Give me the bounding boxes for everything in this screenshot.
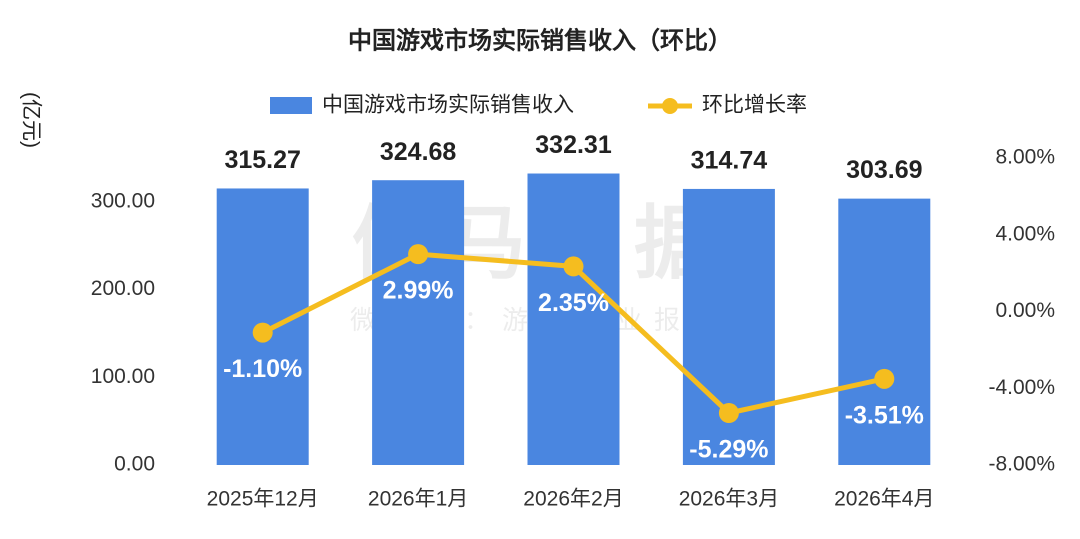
y2-tick-label: 8.00% xyxy=(995,146,1055,169)
y2-tick-label: -4.00% xyxy=(988,376,1055,399)
legend-label: 中国游戏市场实际销售收入 xyxy=(322,94,574,117)
line-value-label: 2.35% xyxy=(538,289,609,317)
x-tick-label: 2026年2月 xyxy=(523,488,623,511)
bar-value-label: 303.69 xyxy=(846,156,922,184)
y-axis-label: (亿元) xyxy=(19,92,42,148)
line-point xyxy=(563,256,584,277)
line-value-label: 2.99% xyxy=(383,277,454,305)
legend-swatch xyxy=(270,97,312,114)
y-tick-label: 200.00 xyxy=(91,277,155,300)
line-point xyxy=(718,403,739,424)
x-tick-label: 2025年12月 xyxy=(207,488,319,511)
y-tick-label: 100.00 xyxy=(91,365,155,388)
line-value-label: -3.51% xyxy=(845,401,924,429)
x-tick-label: 2026年1月 xyxy=(368,488,468,511)
line-point xyxy=(874,368,895,389)
line-value-label: -1.10% xyxy=(223,355,302,383)
legend-swatch xyxy=(662,98,678,114)
chart-title: 中国游戏市场实际销售收入（环比） xyxy=(348,26,732,54)
line-point xyxy=(252,322,273,343)
bar-value-label: 314.74 xyxy=(691,147,768,175)
bar xyxy=(838,198,931,465)
y2-tick-label: 4.00% xyxy=(995,222,1055,245)
legend-label: 环比增长率 xyxy=(702,94,807,117)
y-tick-label: 300.00 xyxy=(91,189,155,212)
bar-value-label: 324.68 xyxy=(380,138,457,166)
bar xyxy=(527,173,620,465)
bar-value-label: 315.27 xyxy=(224,146,300,174)
bar-value-label: 332.31 xyxy=(535,131,612,159)
line-value-label: -5.29% xyxy=(689,436,768,464)
y-tick-label: 0.00 xyxy=(114,453,155,476)
x-tick-label: 2026年4月 xyxy=(834,488,934,511)
bar xyxy=(682,188,775,466)
x-tick-label: 2026年3月 xyxy=(679,488,779,511)
line-point xyxy=(408,244,429,265)
y2-tick-label: 0.00% xyxy=(995,299,1055,322)
y2-tick-label: -8.00% xyxy=(988,453,1055,476)
bar xyxy=(372,180,465,465)
